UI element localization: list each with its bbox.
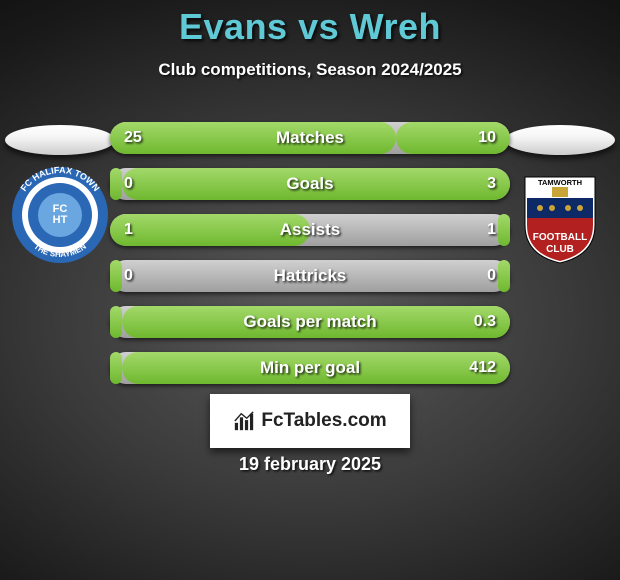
bar-label: Min per goal <box>110 352 510 384</box>
left-player-column: FC HT FC HALIFAX TOWN THE SHAYMEN <box>0 125 120 265</box>
bar-label: Assists <box>110 214 510 246</box>
tamworth-badge-icon: TAMWORTH FOOTBALL CLUB <box>510 165 610 265</box>
fctables-logo-box: FcTables.com <box>210 394 410 448</box>
stat-bar-row: 0.3Goals per match <box>110 306 510 338</box>
player-photo-placeholder <box>505 125 615 155</box>
bar-label: Matches <box>110 122 510 154</box>
stats-bars: 2510Matches 03Goals 11Assists 00Hattricks 0.… <box>110 122 510 398</box>
right-player-column: TAMWORTH FOOTBALL CLUB <box>500 125 620 265</box>
svg-text:TAMWORTH: TAMWORTH <box>538 178 582 187</box>
stat-bar-row: 2510Matches <box>110 122 510 154</box>
page-title: Evans vs Wreh <box>0 0 620 48</box>
content-container: Evans vs Wreh Club competitions, Season … <box>0 0 620 580</box>
stat-bar-row: 412Min per goal <box>110 352 510 384</box>
subtitle: Club competitions, Season 2024/2025 <box>0 60 620 80</box>
stat-bar-row: 00Hattricks <box>110 260 510 292</box>
bar-label: Goals per match <box>110 306 510 338</box>
stat-bar-row: 11Assists <box>110 214 510 246</box>
svg-text:HT: HT <box>53 214 68 226</box>
date-text: 19 february 2025 <box>0 454 620 475</box>
stat-bar-row: 03Goals <box>110 168 510 200</box>
halifax-badge-icon: FC HT FC HALIFAX TOWN THE SHAYMEN <box>10 165 110 265</box>
logo-text: FcTables.com <box>261 410 386 432</box>
bar-label: Goals <box>110 168 510 200</box>
svg-text:FOOTBALL: FOOTBALL <box>533 232 587 243</box>
bar-label: Hattricks <box>110 260 510 292</box>
player-photo-placeholder <box>5 125 115 155</box>
right-club-badge: TAMWORTH FOOTBALL CLUB <box>510 165 610 265</box>
chart-icon <box>233 410 255 432</box>
svg-text:CLUB: CLUB <box>546 244 574 255</box>
left-club-badge: FC HT FC HALIFAX TOWN THE SHAYMEN <box>10 165 110 265</box>
